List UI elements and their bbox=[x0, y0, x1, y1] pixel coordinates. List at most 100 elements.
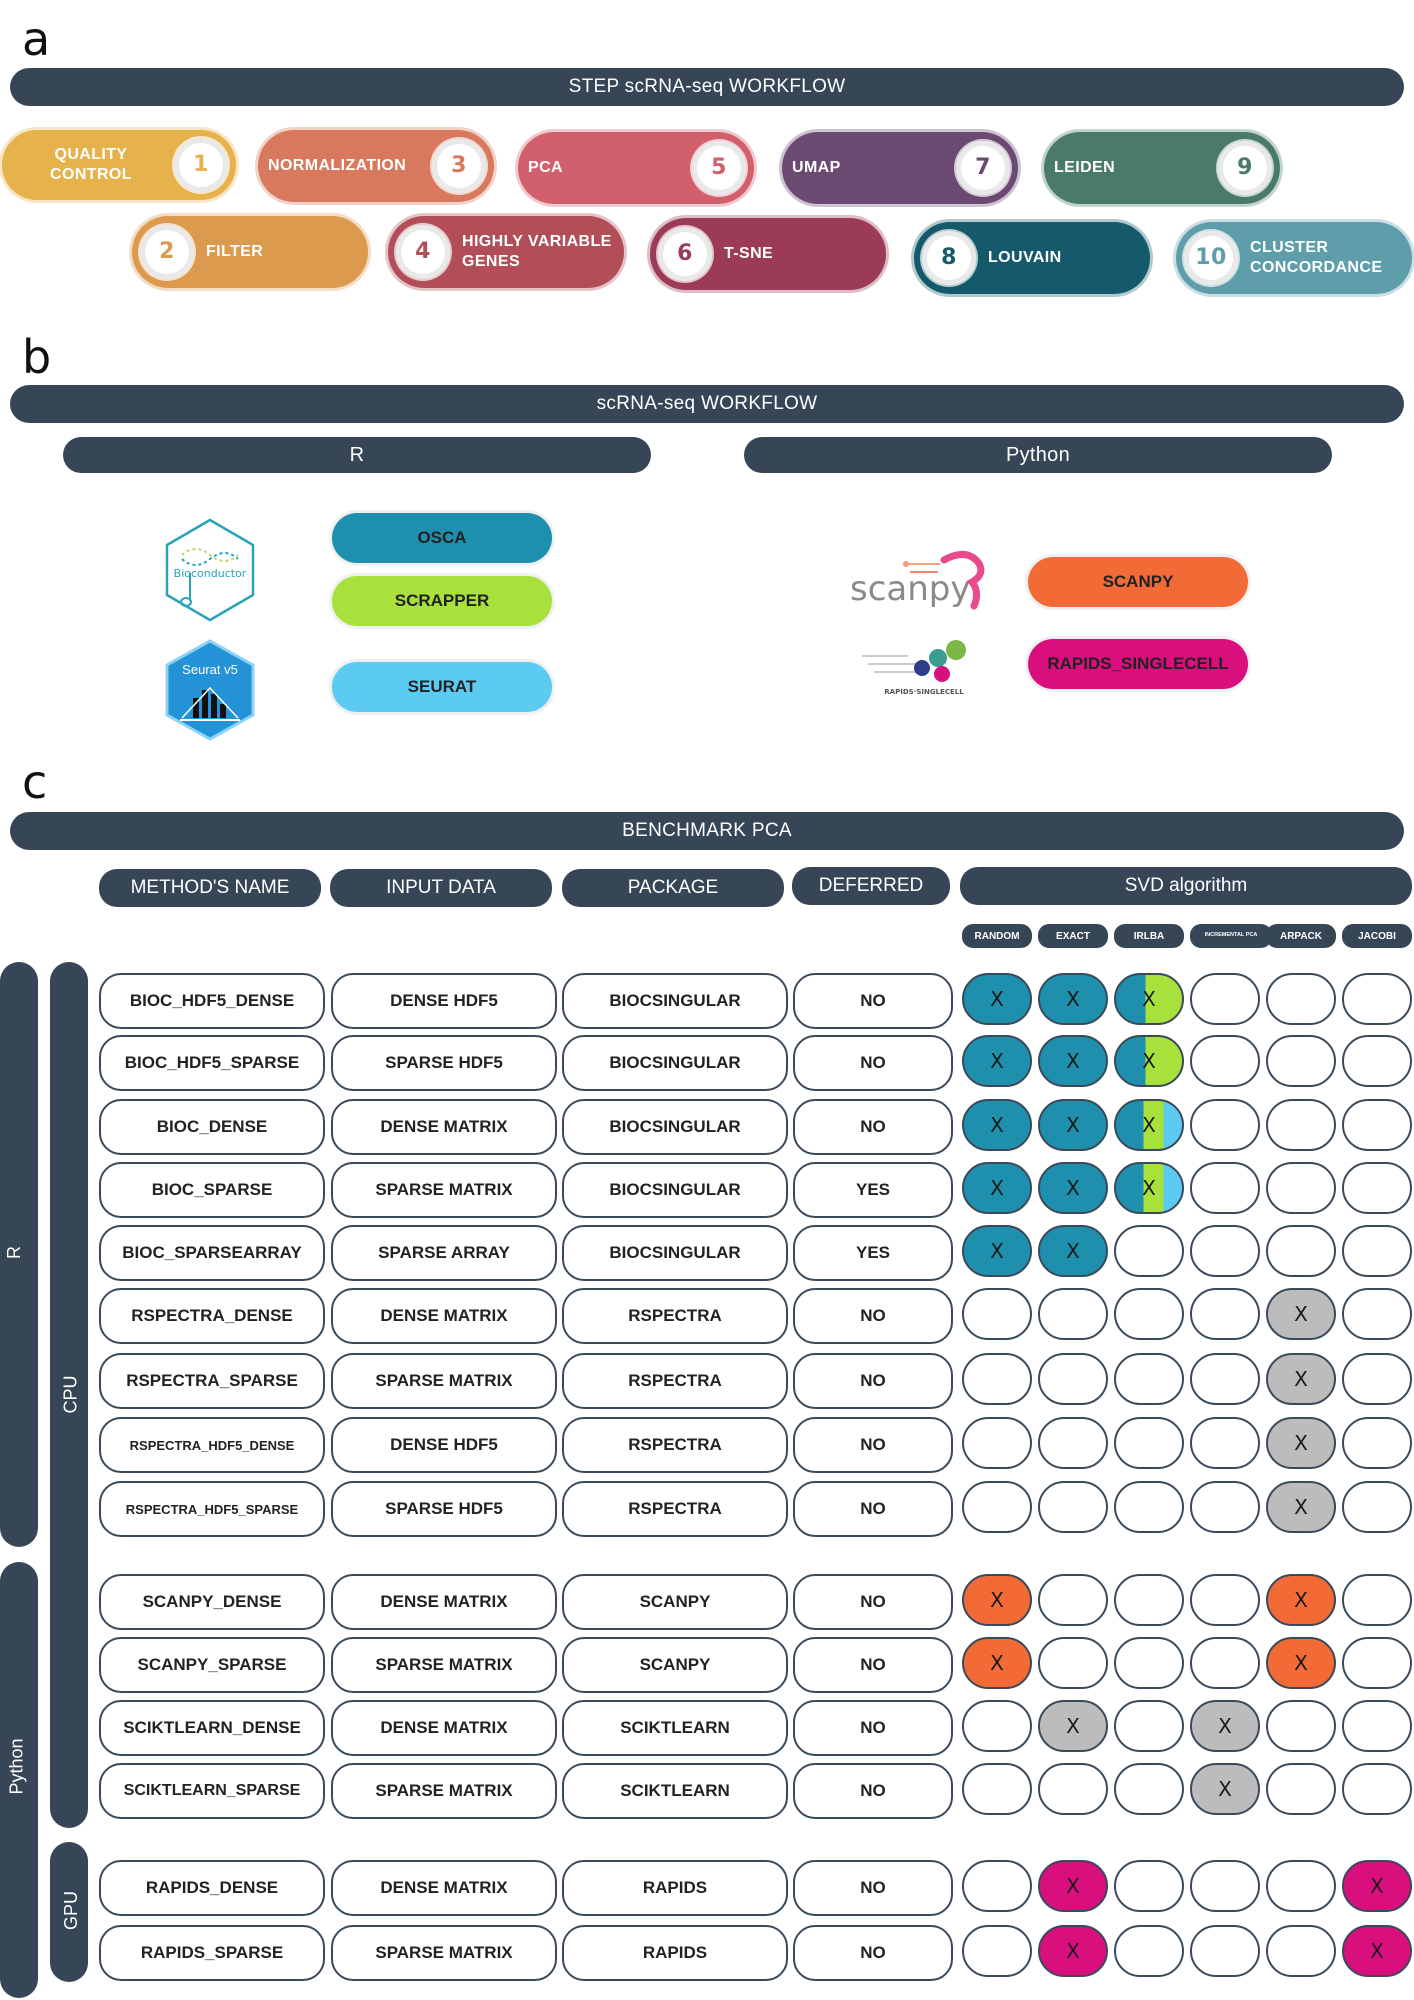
svd-cell-arpack bbox=[1266, 1035, 1336, 1087]
svd-cell-jacobi bbox=[1342, 973, 1412, 1025]
svd-mark: X bbox=[990, 1176, 1004, 1200]
step-9: LEIDEN 9 bbox=[1044, 132, 1280, 204]
step-10: CLUSTER CONCORDANCE 10 bbox=[1176, 222, 1412, 294]
svg-text:Bioconductor: Bioconductor bbox=[174, 567, 247, 580]
svd-cell-exact bbox=[1038, 1763, 1108, 1815]
package-cell: SCIKTLEARN bbox=[562, 1763, 788, 1819]
svd-cell-incremental-pca bbox=[1190, 1288, 1260, 1340]
svd-mark: X bbox=[990, 1113, 1004, 1137]
svd-cell-irlba bbox=[1114, 1353, 1184, 1405]
deferred-cell: NO bbox=[793, 1925, 953, 1981]
package-cell: RSPECTRA bbox=[562, 1288, 788, 1344]
package-cell: BIOCSINGULAR bbox=[562, 1099, 788, 1155]
package-cell: BIOCSINGULAR bbox=[562, 973, 788, 1029]
svd-cell-incremental-pca bbox=[1190, 1481, 1260, 1533]
input-data-cell: DENSE MATRIX bbox=[331, 1288, 557, 1344]
svd-cell-incremental-pca: X bbox=[1190, 1763, 1260, 1815]
method-name-cell: RSPECTRA_DENSE bbox=[99, 1288, 325, 1344]
method-name-cell: RSPECTRA_SPARSE bbox=[99, 1353, 325, 1409]
step-1: QUALITY CONTROL 1 bbox=[2, 130, 236, 200]
svd-cell-exact bbox=[1038, 1417, 1108, 1469]
svd-cell-incremental-pca bbox=[1190, 1925, 1260, 1977]
step-4: HIGHLY VARIABLE GENES 4 bbox=[388, 216, 624, 288]
svd-cell-irlba bbox=[1114, 1225, 1184, 1277]
tool-osca: OSCA bbox=[332, 513, 552, 563]
svd-cell-exact: X bbox=[1038, 1162, 1108, 1214]
input-data-cell: SPARSE MATRIX bbox=[331, 1763, 557, 1819]
svd-cell-jacobi bbox=[1342, 1353, 1412, 1405]
input-data-cell: DENSE MATRIX bbox=[331, 1574, 557, 1630]
svd-cell-arpack: X bbox=[1266, 1417, 1336, 1469]
method-name-cell: BIOC_DENSE bbox=[99, 1099, 325, 1155]
method-name-cell: BIOC_SPARSEARRAY bbox=[99, 1225, 325, 1281]
panel-label-a: a bbox=[22, 12, 51, 66]
deferred-cell: NO bbox=[793, 1417, 953, 1473]
svd-mark: X bbox=[1066, 1939, 1080, 1963]
svd-cell-jacobi bbox=[1342, 1700, 1412, 1752]
input-data-cell: DENSE MATRIX bbox=[331, 1860, 557, 1916]
svd-cell-jacobi bbox=[1342, 1288, 1412, 1340]
svd-mark: X bbox=[990, 987, 1004, 1011]
deferred-cell: YES bbox=[793, 1162, 953, 1218]
deferred-cell: YES bbox=[793, 1225, 953, 1281]
svd-cell-arpack bbox=[1266, 973, 1336, 1025]
package-cell: BIOCSINGULAR bbox=[562, 1225, 788, 1281]
step-number: 8 bbox=[922, 231, 976, 285]
svd-cell-arpack bbox=[1266, 1099, 1336, 1151]
svd-cell-arpack bbox=[1266, 1162, 1336, 1214]
step-6: T-SNE 6 bbox=[650, 218, 886, 290]
svd-cell-exact bbox=[1038, 1353, 1108, 1405]
deferred-cell: NO bbox=[793, 1637, 953, 1693]
svd-mark: X bbox=[990, 1239, 1004, 1263]
svd-cell-irlba: X bbox=[1114, 1099, 1184, 1151]
svd-cell-exact bbox=[1038, 1288, 1108, 1340]
svd-cell-incremental-pca bbox=[1190, 1225, 1260, 1277]
step-7: UMAP 7 bbox=[782, 132, 1018, 204]
svd-cell-random bbox=[962, 1860, 1032, 1912]
svd-cell-irlba bbox=[1114, 1925, 1184, 1977]
deferred-cell: NO bbox=[793, 973, 953, 1029]
svd-cell-jacobi: X bbox=[1342, 1925, 1412, 1977]
group-bar-gpu bbox=[50, 1842, 88, 1982]
algo-label-jacobi: JACOBI bbox=[1342, 924, 1412, 948]
group-label-gpu: GPU bbox=[61, 1890, 82, 1931]
deferred-cell: NO bbox=[793, 1763, 953, 1819]
svd-cell-exact: X bbox=[1038, 1700, 1108, 1752]
svd-mark: X bbox=[1142, 1049, 1156, 1073]
svd-cell-incremental-pca bbox=[1190, 1574, 1260, 1626]
step-number: 2 bbox=[140, 225, 194, 279]
svd-cell-incremental-pca bbox=[1190, 1099, 1260, 1151]
svd-cell-jacobi bbox=[1342, 1417, 1412, 1469]
svd-cell-random: X bbox=[962, 1225, 1032, 1277]
svd-cell-jacobi bbox=[1342, 1481, 1412, 1533]
algo-label-random: RANDOM bbox=[962, 924, 1032, 948]
svd-cell-exact bbox=[1038, 1574, 1108, 1626]
package-cell: RSPECTRA bbox=[562, 1481, 788, 1537]
svd-mark: X bbox=[990, 1049, 1004, 1073]
step-label: HIGHLY VARIABLE GENES bbox=[462, 233, 612, 270]
svd-cell-irlba: X bbox=[1114, 1035, 1184, 1087]
svd-mark: X bbox=[1066, 987, 1080, 1011]
algo-label-exact: EXACT bbox=[1038, 924, 1108, 948]
step-label: T-SNE bbox=[724, 245, 774, 262]
step-number: 6 bbox=[658, 227, 712, 281]
svd-cell-random bbox=[962, 1700, 1032, 1752]
group-bar-cpu bbox=[50, 962, 88, 1828]
input-data-cell: SPARSE HDF5 bbox=[331, 1035, 557, 1091]
package-cell: BIOCSINGULAR bbox=[562, 1162, 788, 1218]
svd-cell-irlba bbox=[1114, 1637, 1184, 1689]
svd-cell-jacobi bbox=[1342, 1763, 1412, 1815]
panel-label-b: b bbox=[22, 330, 52, 384]
step-label: NORMALIZATION bbox=[268, 157, 407, 174]
step-label: LOUVAIN bbox=[988, 249, 1062, 266]
svd-mark: X bbox=[1142, 1176, 1156, 1200]
svd-mark: X bbox=[1294, 1302, 1308, 1326]
svd-cell-jacobi bbox=[1342, 1574, 1412, 1626]
svd-cell-incremental-pca bbox=[1190, 973, 1260, 1025]
rapids-logo-text: RAPIDS·SINGLECELL bbox=[884, 688, 964, 696]
bioconductor-logo: Bioconductor bbox=[160, 515, 260, 625]
svd-mark: X bbox=[1066, 1714, 1080, 1738]
svd-cell-arpack: X bbox=[1266, 1288, 1336, 1340]
svd-cell-random bbox=[962, 1763, 1032, 1815]
step-label: LEIDEN bbox=[1054, 159, 1116, 176]
